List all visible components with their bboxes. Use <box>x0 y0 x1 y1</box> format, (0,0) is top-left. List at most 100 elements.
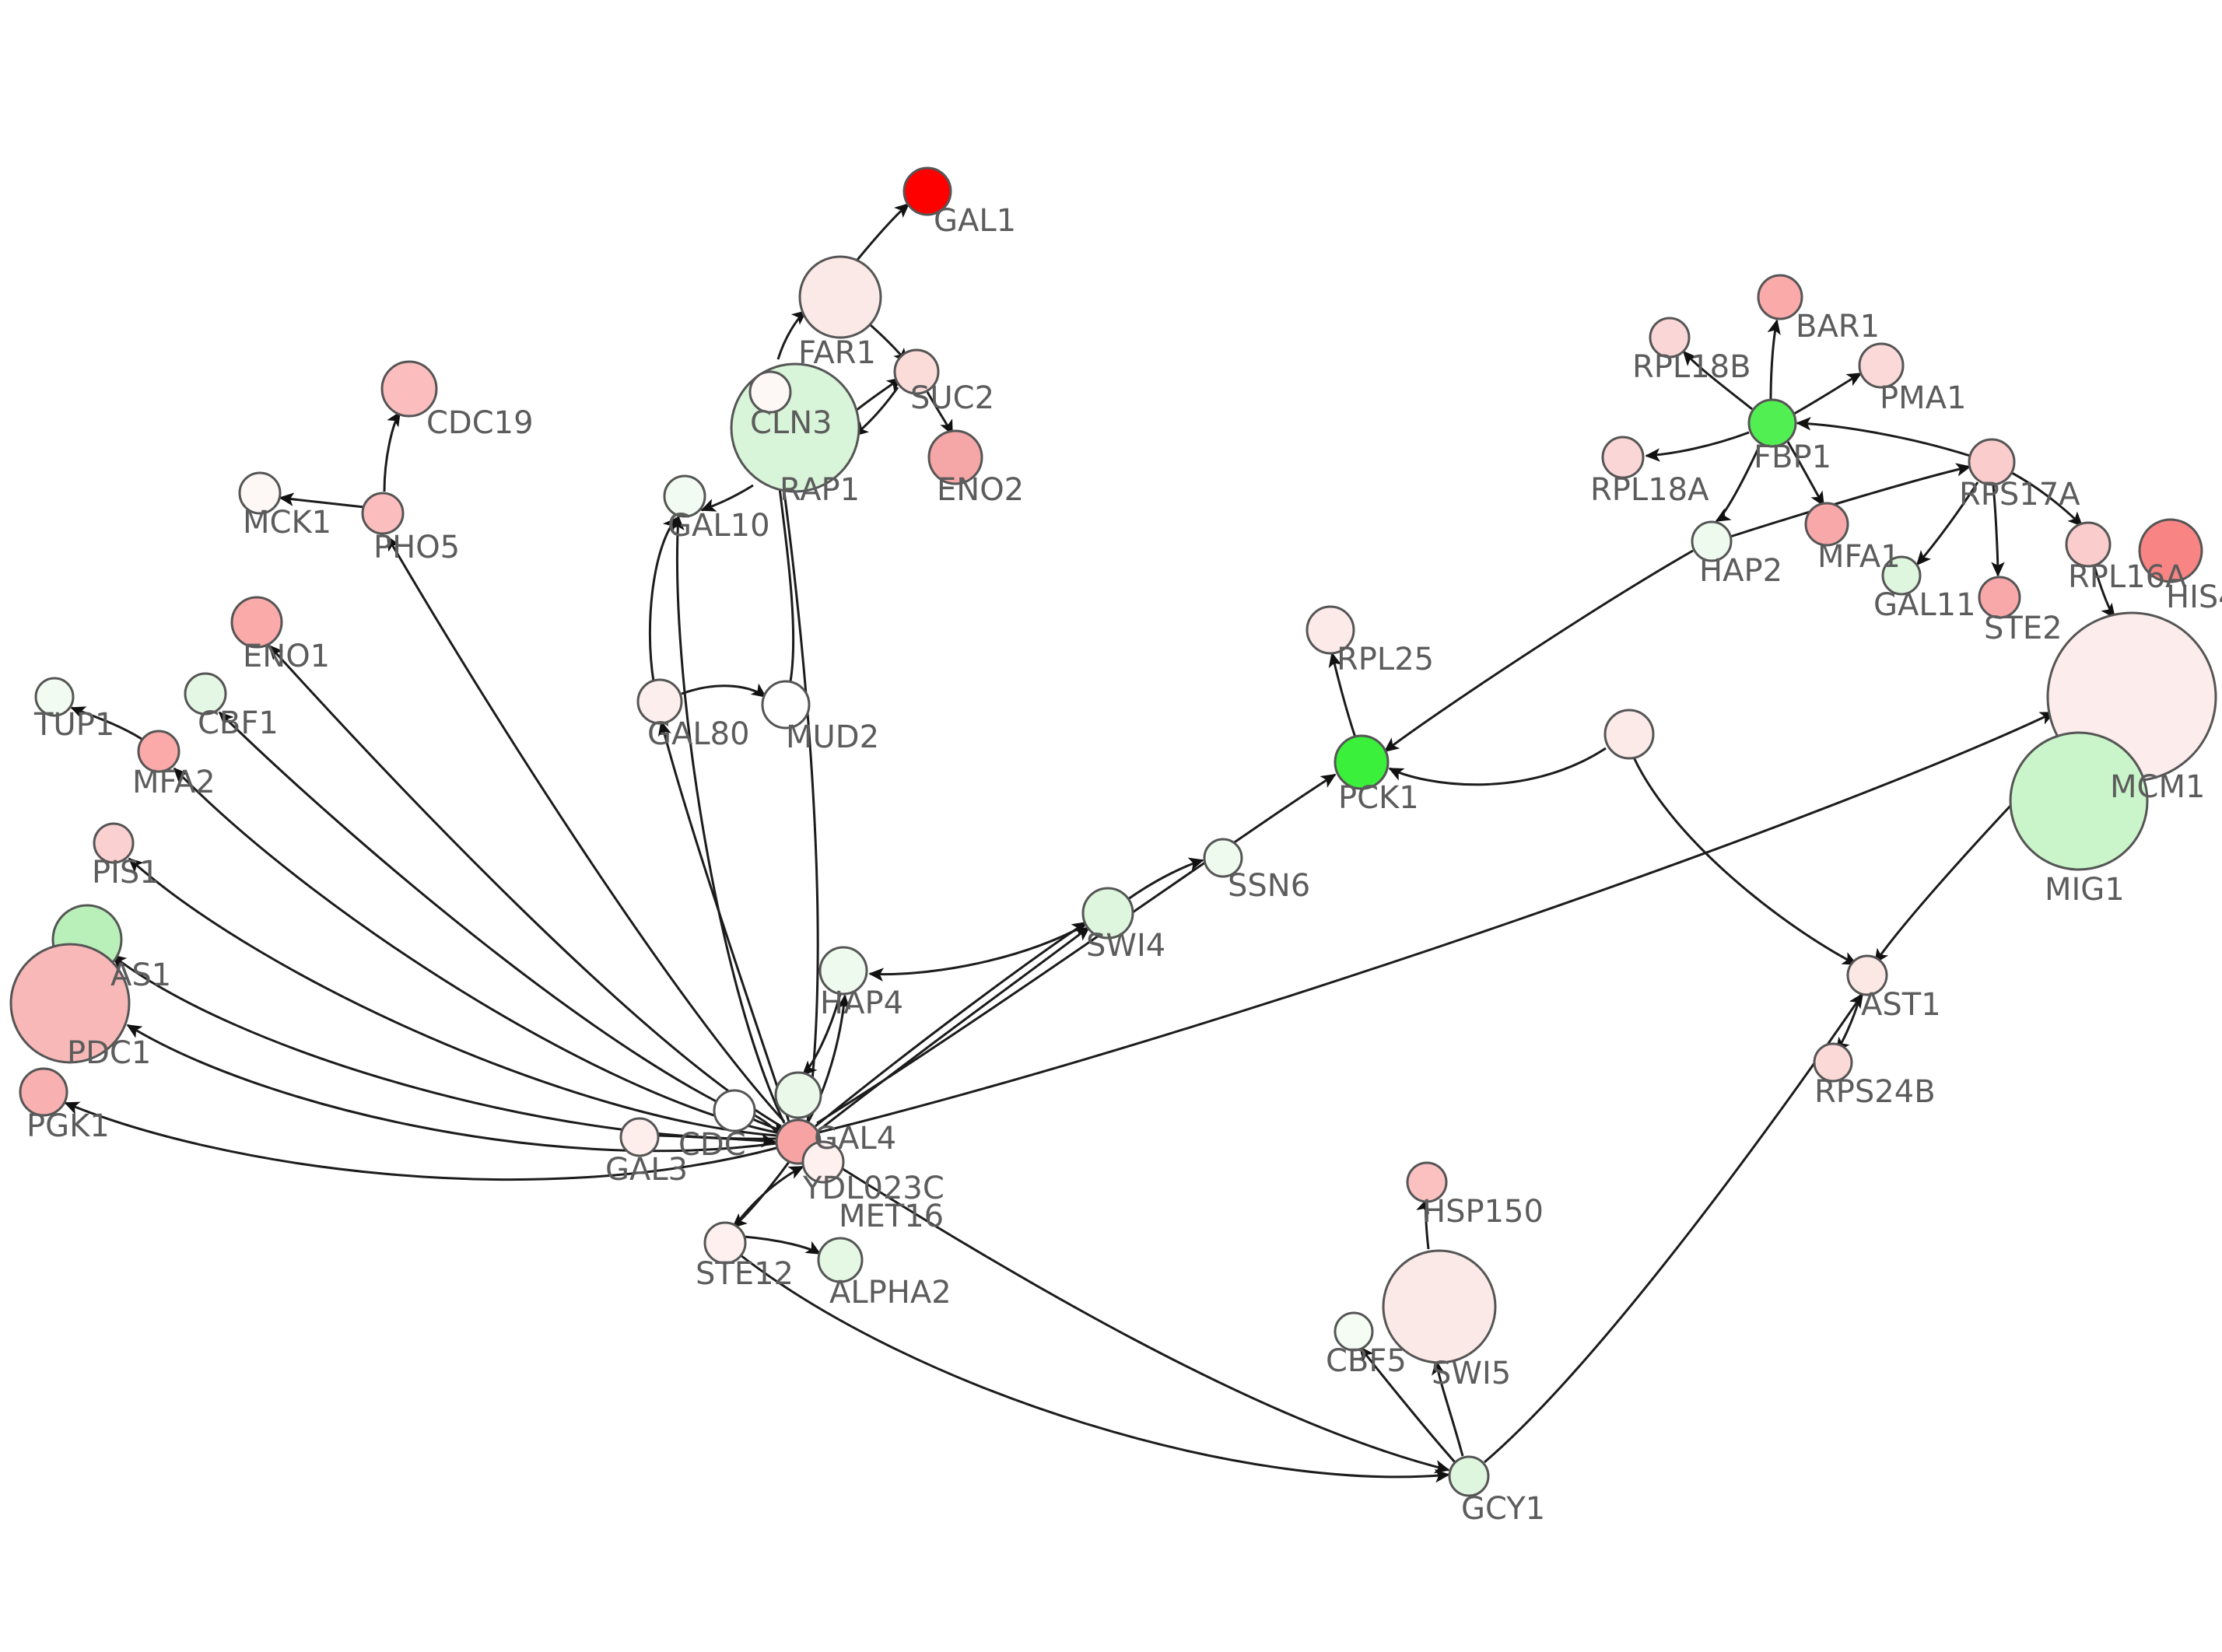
node-far1[interactable] <box>798 255 882 339</box>
node-cdc19[interactable] <box>380 360 438 418</box>
edge-gal4-to-rap1[interactable] <box>768 412 819 1122</box>
node-eno2[interactable] <box>927 429 983 485</box>
node-mfa2[interactable] <box>137 730 180 773</box>
edge-rps17a-to-fbp1[interactable] <box>1796 416 1971 457</box>
node-gal1[interactable] <box>902 166 952 216</box>
edge-gal4-to-gcy1[interactable] <box>816 1151 1450 1474</box>
node-rap1[interactable] <box>748 370 792 414</box>
node-mfa1[interactable] <box>1804 502 1849 547</box>
node-label-bar1: BAR1 <box>1796 309 1880 345</box>
edge-gal4-to-mfa2[interactable] <box>173 767 777 1134</box>
node-tup1[interactable] <box>34 677 75 717</box>
node-gal11[interactable] <box>1881 555 1922 596</box>
node-hubgreen[interactable] <box>774 1071 822 1119</box>
edge-fbp1-to-rpl18b[interactable] <box>1682 350 1753 411</box>
node-rps24b[interactable] <box>1813 1042 1853 1083</box>
edge-fbp1-to-pma1[interactable] <box>1793 372 1863 415</box>
node-pma1[interactable] <box>1858 342 1905 389</box>
node-pdc1[interactable] <box>9 943 131 1064</box>
node-cbf5[interactable] <box>1334 1311 1374 1352</box>
edge-cln3-to-gal10[interactable] <box>700 484 754 512</box>
edge-gal4-to-swi4[interactable] <box>819 926 1091 1131</box>
edge-pck1-to-rpl25[interactable] <box>1328 652 1357 738</box>
edge-gal3-to-gal4[interactable] <box>657 1133 776 1148</box>
node-hap4[interactable] <box>818 946 868 996</box>
edge-ste12-to-alpha2[interactable] <box>743 1235 822 1255</box>
node-eno1[interactable] <box>230 596 283 649</box>
node-bar1[interactable] <box>1757 274 1803 320</box>
node-his4[interactable] <box>2138 518 2203 583</box>
node-ydl023c[interactable] <box>801 1140 845 1184</box>
edge-gal4-to-cbf1[interactable] <box>218 711 779 1131</box>
edge-swi4-to-ssn6[interactable] <box>1127 857 1204 901</box>
edge-gal80-to-gal10[interactable] <box>648 516 678 682</box>
node-rps17a[interactable] <box>1968 438 2016 486</box>
edge-rps17a-to-rpl16a[interactable] <box>2011 471 2084 527</box>
node-ast1[interactable] <box>1846 954 1888 996</box>
node-hap2[interactable] <box>1691 520 1733 562</box>
edge-rpl25src-to-pck1[interactable] <box>1388 747 1607 786</box>
edge-swi4-to-hap4[interactable] <box>868 924 1085 982</box>
node-rpl16a[interactable] <box>2065 521 2112 568</box>
node-pgk1[interactable] <box>19 1067 68 1117</box>
node-swi4[interactable] <box>1081 887 1134 940</box>
node-label-cbf1: CBF1 <box>198 705 279 741</box>
node-pis1[interactable] <box>93 822 135 864</box>
node-suc2[interactable] <box>893 348 940 395</box>
edge-gal80-to-mud2[interactable] <box>681 683 767 698</box>
node-mig1[interactable] <box>2009 731 2149 871</box>
edge-hap2-to-rps17a[interactable] <box>1730 463 1971 538</box>
edge-gal4-to-mcm1[interactable] <box>818 711 2056 1134</box>
node-ssn6[interactable] <box>1203 838 1243 878</box>
node-swi5[interactable] <box>1382 1249 1497 1364</box>
node-ste2[interactable] <box>1978 576 2021 619</box>
edge-hap2-to-pck1[interactable] <box>1383 549 1694 753</box>
node-ste12[interactable] <box>703 1221 747 1265</box>
node-pck1[interactable] <box>1334 734 1390 790</box>
edge-mfa2-to-tup1[interactable] <box>70 706 142 740</box>
node-cbf1[interactable] <box>184 672 227 716</box>
edge-fbp1-to-hap2[interactable] <box>1715 444 1761 523</box>
node-mck1[interactable] <box>238 471 282 515</box>
edge-gal4-to-gal80[interactable] <box>657 720 790 1122</box>
node-rpl25src[interactable] <box>1603 709 1655 760</box>
node-rpl18b[interactable] <box>1649 317 1691 359</box>
node-gal80[interactable] <box>636 678 683 725</box>
node-hsp150[interactable] <box>1406 1161 1448 1203</box>
node-gal3[interactable] <box>619 1117 660 1157</box>
edge-rpl25src-to-ast1[interactable] <box>1632 757 1858 966</box>
edge-gal4-to-pdc1[interactable] <box>126 1024 777 1153</box>
edge-gal4-to-swi4[interactable] <box>815 921 1088 1128</box>
node-label-hap2: HAP2 <box>1699 553 1782 589</box>
edge-hap4-to-gal4[interactable] <box>801 993 842 1076</box>
node-label-his4: HIS4 <box>2166 579 2222 615</box>
node-label-mfa2: MFA2 <box>132 765 216 800</box>
node-pho5[interactable] <box>361 492 405 535</box>
edge-gal4-to-gas1[interactable] <box>110 954 777 1140</box>
node-gcy1[interactable] <box>1448 1455 1490 1497</box>
edge-fbp1-to-bar1[interactable] <box>1767 319 1781 401</box>
edge-gcy1-to-cbf5[interactable] <box>1358 1346 1456 1463</box>
edge-pho5-to-mck1[interactable] <box>279 492 365 509</box>
edge-gal4-to-gal10[interactable] <box>671 515 786 1124</box>
edge-rps17a-to-ste2[interactable] <box>1991 485 2005 577</box>
edge-ste12-to-gcy1[interactable] <box>740 1254 1450 1483</box>
edge-gcy1-to-swi5[interactable] <box>1432 1360 1464 1457</box>
edge-pho5-to-cdc19[interactable] <box>383 411 401 492</box>
node-rpl18a[interactable] <box>1601 436 1645 479</box>
node-rpl25[interactable] <box>1306 605 1355 655</box>
node-alpha2[interactable] <box>817 1237 864 1283</box>
edge-rps17a-to-gal11[interactable] <box>1915 481 1979 566</box>
edge-gal4-to-pho5[interactable] <box>386 535 786 1123</box>
edge-gal4-to-pgk1[interactable] <box>64 1101 777 1181</box>
node-gal10[interactable] <box>663 474 706 518</box>
edge-far1-to-gal1[interactable] <box>856 202 910 261</box>
edge-fbp1-to-rpl18a[interactable] <box>1645 431 1750 462</box>
edge-gal4-to-pis1[interactable] <box>128 857 777 1137</box>
node-mud2[interactable] <box>761 680 811 730</box>
node-fbp1[interactable] <box>1747 398 1797 448</box>
edge-gal4-to-eno1[interactable] <box>268 644 782 1128</box>
node-cdc39[interactable] <box>713 1089 756 1132</box>
edge-gal4-to-ste12[interactable] <box>731 1161 790 1229</box>
